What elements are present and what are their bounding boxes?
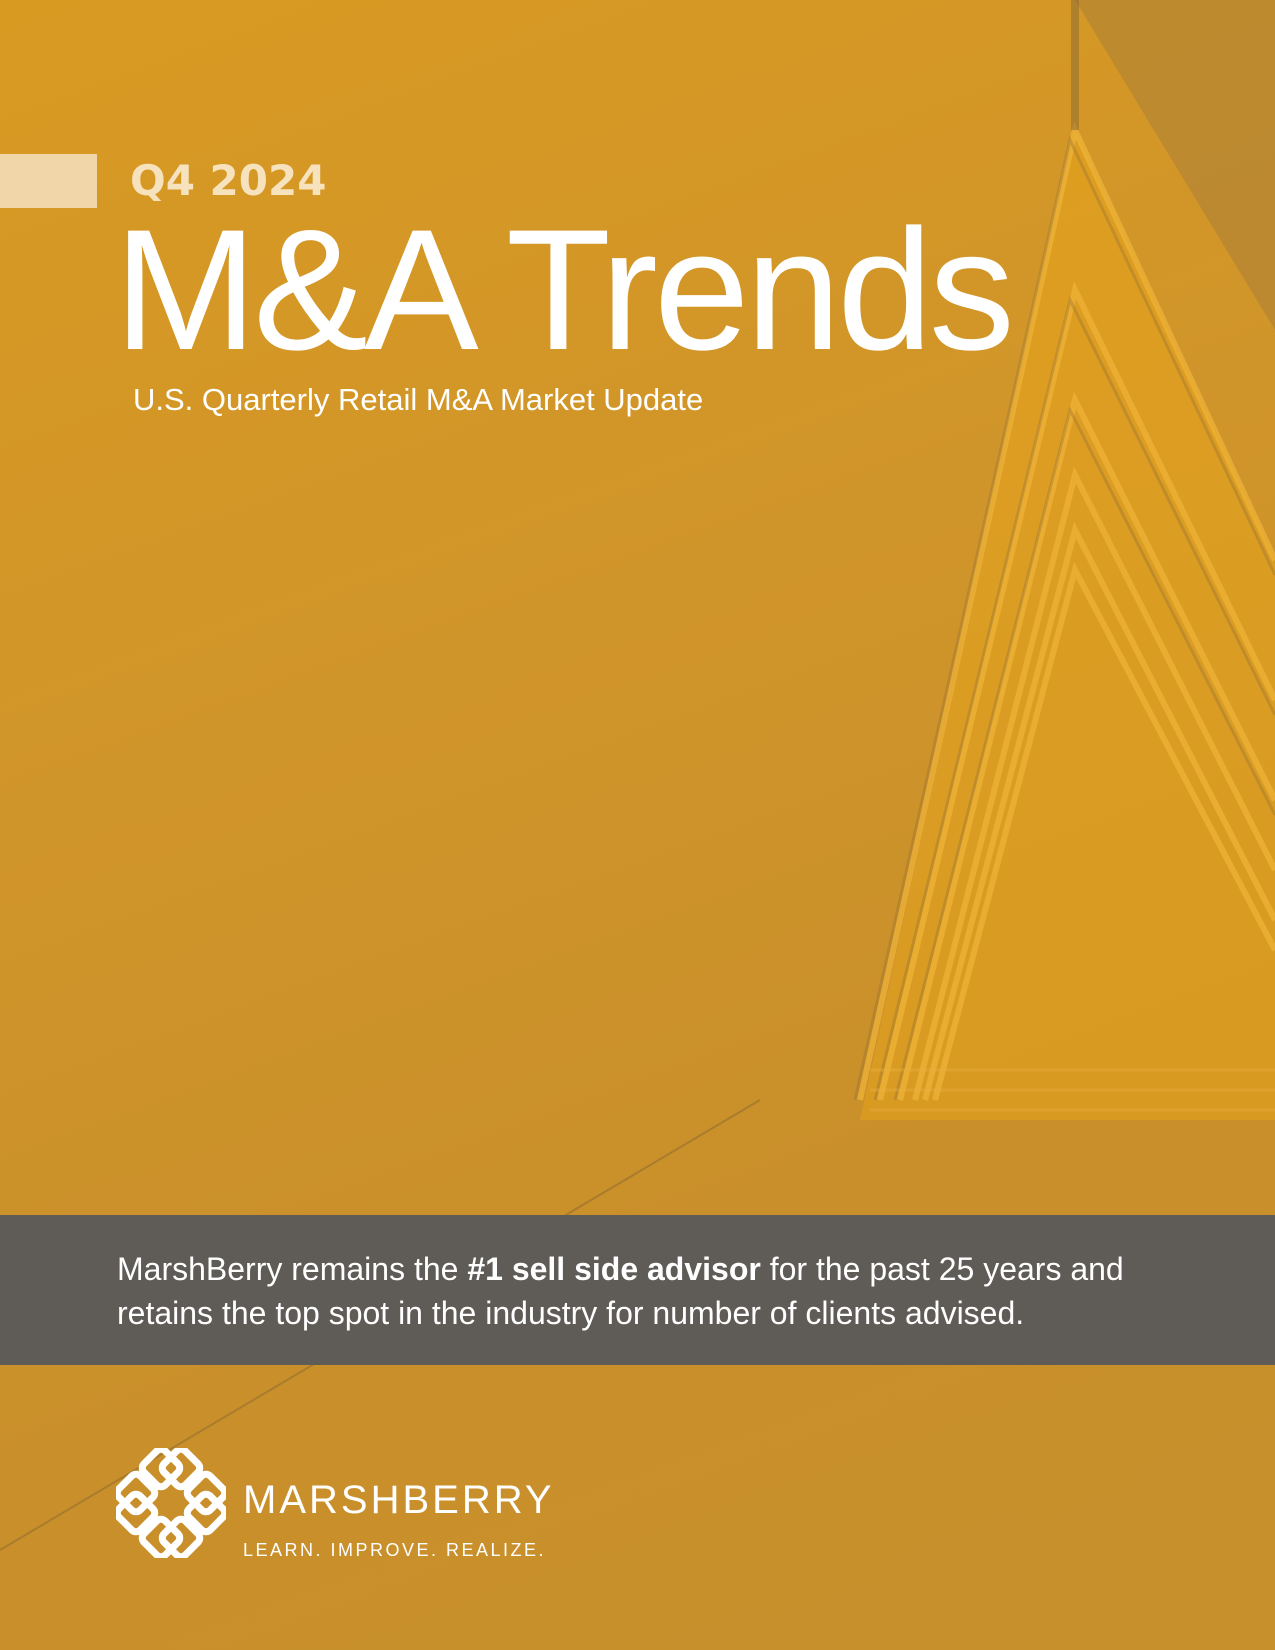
page-title: M&A Trends (114, 194, 1015, 386)
subtitle: U.S. Quarterly Retail M&A Market Update (133, 382, 704, 417)
brand-name: MARSHBERRY (243, 1478, 555, 1522)
brand-tagline: LEARN. IMPROVE. REALIZE. (243, 1540, 547, 1560)
highlight-text-start: MarshBerry remains the (117, 1251, 468, 1287)
highlight-text: MarshBerry remains the #1 sell side advi… (117, 1247, 1217, 1335)
marshberry-logo-icon (116, 1448, 226, 1558)
highlight-text-end: for the past 25 years and retains the to… (117, 1251, 1124, 1331)
highlight-text-bold: #1 sell side advisor (467, 1251, 761, 1287)
accent-bar (0, 154, 97, 208)
quarter-label: Q4 2024 (130, 156, 327, 205)
highlight-band: MarshBerry remains the #1 sell side advi… (0, 1215, 1275, 1365)
